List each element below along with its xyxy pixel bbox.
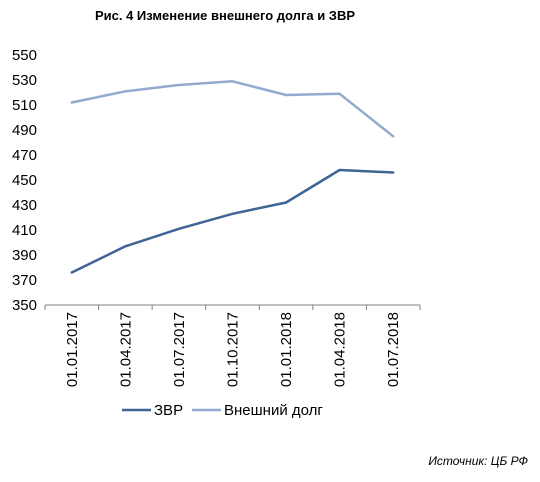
y-tick-label: 350 bbox=[12, 297, 37, 314]
y-tick-label: 490 bbox=[12, 122, 37, 139]
legend: ЗВР Внешний долг bbox=[122, 402, 323, 419]
x-tick-label: 01.04.2017 bbox=[117, 312, 134, 387]
x-tick-label: 01.01.2017 bbox=[64, 312, 81, 387]
series-lines bbox=[70, 80, 395, 274]
legend-label: Внешний долг bbox=[224, 402, 323, 419]
y-tick-label: 510 bbox=[12, 97, 37, 114]
y-axis: 350 370 390 410 430 450 470 490 510 530 550 bbox=[12, 47, 37, 314]
source-note: Источник: ЦБ РФ bbox=[428, 454, 528, 468]
data-point bbox=[178, 84, 180, 86]
y-tick-label: 470 bbox=[12, 147, 37, 164]
data-point bbox=[178, 228, 180, 230]
y-tick-label: 450 bbox=[12, 172, 37, 189]
x-tick-label: 01.10.2017 bbox=[225, 312, 242, 387]
x-tick-label: 01.04.2018 bbox=[332, 312, 349, 387]
x-tick-label: 01.01.2018 bbox=[278, 312, 295, 387]
data-point bbox=[71, 101, 73, 104]
y-tick-label: 430 bbox=[12, 197, 37, 214]
data-point bbox=[285, 94, 287, 96]
data-point bbox=[231, 213, 234, 215]
series-line-0 bbox=[70, 168, 395, 274]
data-point bbox=[392, 171, 395, 174]
x-tick-label: 01.07.2018 bbox=[385, 312, 402, 387]
data-point bbox=[71, 271, 73, 274]
y-tick-label: 550 bbox=[12, 47, 37, 64]
data-point bbox=[285, 201, 287, 204]
y-tick-label: 410 bbox=[12, 222, 37, 239]
series-line-1 bbox=[70, 80, 395, 138]
data-point bbox=[338, 93, 341, 95]
x-tick-label: 01.07.2017 bbox=[171, 312, 188, 387]
data-point bbox=[338, 169, 341, 171]
data-point bbox=[231, 80, 234, 83]
legend-label: ЗВР bbox=[154, 402, 183, 419]
y-tick-label: 390 bbox=[12, 247, 37, 264]
data-point bbox=[392, 135, 395, 138]
y-tick-label: 370 bbox=[12, 272, 37, 289]
y-tick-label: 530 bbox=[12, 72, 37, 89]
x-axis: 01.01.2017 01.04.2017 01.07.2017 01.10.2017… bbox=[44, 304, 421, 387]
chart-title: Рис. 4 Изменение внешнего долга и ЗВР bbox=[95, 8, 355, 23]
data-point bbox=[124, 245, 127, 248]
data-point bbox=[124, 90, 127, 93]
